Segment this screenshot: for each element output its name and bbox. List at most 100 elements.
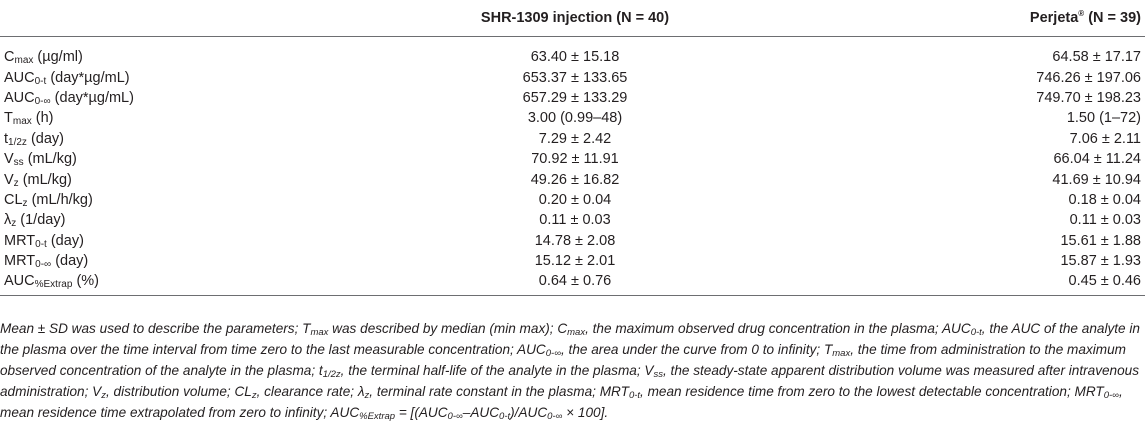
header-perjeta: Perjeta® (N = 39) bbox=[820, 0, 1145, 37]
table-row: AUC%Extrap (%) 0.64 ± 0.76 0.45 ± 0.46 bbox=[0, 271, 1145, 296]
table-row: MRT0-∞ (day) 15.12 ± 2.01 15.87 ± 1.93 bbox=[0, 251, 1145, 271]
perjeta-value-cell: 41.69 ± 10.94 bbox=[1052, 171, 1141, 188]
footnote-subscript: %Extrap bbox=[359, 411, 396, 422]
parameter-symbol: T bbox=[4, 110, 13, 127]
footnote-text: , distribution volume; CL bbox=[106, 384, 252, 399]
footnote-subscript: z bbox=[364, 390, 370, 401]
header-parameter bbox=[0, 0, 330, 37]
parameter-unit: (1/day) bbox=[16, 212, 66, 229]
header-row: SHR-1309 injection (N = 40) Perjeta® (N … bbox=[0, 0, 1145, 37]
parameter-symbol: AUC bbox=[4, 89, 35, 106]
parameter-subscript: z bbox=[11, 218, 17, 230]
perjeta-value-cell: 7.06 ± 2.11 bbox=[1069, 130, 1141, 147]
footnote-subscript: z bbox=[101, 390, 106, 401]
pk-parameters-table-container: SHR-1309 injection (N = 40) Perjeta® (N … bbox=[0, 0, 1145, 296]
parameter-unit: (%) bbox=[72, 273, 100, 290]
parameter-unit: (day) bbox=[26, 130, 65, 147]
parameter-cell: MRT0-t (day) bbox=[0, 231, 330, 251]
parameter-cell: λz (1/day) bbox=[0, 210, 330, 230]
footnote-subscript: z bbox=[251, 390, 257, 401]
footnote-text: , clearance rate; λ bbox=[256, 384, 365, 399]
parameter-symbol: AUC bbox=[4, 69, 35, 86]
perjeta-value-cell: 1.50 (1–72) bbox=[1066, 110, 1141, 127]
shr1309-value-cell: 63.40 ± 15.18 bbox=[530, 49, 620, 66]
parameter-symbol: λ bbox=[4, 212, 12, 229]
footnote-text: , the AUC of the analyte in the plasma o… bbox=[0, 321, 1140, 357]
shr1309-value-cell: 7.29 ± 2.42 bbox=[538, 130, 612, 147]
parameter-unit: (day) bbox=[51, 253, 89, 270]
footnote-text: , the time from administration to the ma… bbox=[0, 342, 1126, 378]
table-row: CLz (mL/h/kg) 0.20 ± 0.04 0.18 ± 0.04 bbox=[0, 190, 1145, 210]
table-body: Cmax (µg/ml) 63.40 ± 15.18 64.58 ± 17.17 AU… bbox=[0, 37, 1145, 296]
parameter-cell: Vz (mL/kg) bbox=[0, 169, 330, 189]
shr1309-value-cell: 49.26 ± 16.82 bbox=[530, 171, 620, 188]
table-row: Tmax (h) 3.00 (0.99–48) 1.50 (1–72) bbox=[0, 108, 1145, 128]
parameter-cell: Tmax (h) bbox=[0, 108, 330, 128]
table-footnote: Mean ± SD was used to describe the param… bbox=[0, 318, 1140, 423]
perjeta-value-cell: 749.70 ± 198.23 bbox=[1036, 89, 1141, 106]
table-row: AUC0-t (day*µg/mL) 653.37 ± 133.65 746.26 … bbox=[0, 67, 1145, 87]
footnote-text: , the steady-state apparent distribution… bbox=[0, 363, 1140, 399]
table-row: Cmax (µg/ml) 63.40 ± 15.18 64.58 ± 17.17 bbox=[0, 37, 1145, 68]
shr1309-value-cell: 653.37 ± 133.65 bbox=[522, 69, 628, 86]
footnote-text: was described by median (min max); C bbox=[328, 321, 568, 336]
parameter-subscript: 1/2z bbox=[8, 136, 27, 148]
parameter-cell: t1/2z (day) bbox=[0, 129, 330, 149]
footnote-subscript: 0-∞ bbox=[547, 411, 563, 422]
perjeta-value-cell: 15.61 ± 1.88 bbox=[1060, 232, 1141, 249]
shr1309-value-cell: 14.78 ± 2.08 bbox=[534, 232, 616, 249]
parameter-subscript: ss bbox=[13, 157, 24, 169]
parameter-subscript: z bbox=[22, 197, 28, 209]
parameter-symbol: V bbox=[4, 171, 14, 188]
parameter-symbol: MRT bbox=[4, 253, 36, 270]
table-row: λz (1/day) 0.11 ± 0.03 0.11 ± 0.03 bbox=[0, 210, 1145, 230]
parameter-symbol: C bbox=[4, 49, 15, 66]
perjeta-value-cell: 64.58 ± 17.17 bbox=[1052, 49, 1141, 66]
table-row: AUC0-∞ (day*µg/mL) 657.29 ± 133.29 749.70 … bbox=[0, 88, 1145, 108]
parameter-unit: (h) bbox=[31, 110, 54, 127]
parameter-subscript: max bbox=[12, 116, 32, 128]
footnote-text: , the area under the curve from 0 to inf… bbox=[561, 342, 833, 357]
table-row: t1/2z (day) 7.29 ± 2.42 7.06 ± 2.11 bbox=[0, 129, 1145, 149]
footnote-text: , the terminal half-life of the analyte … bbox=[340, 363, 654, 378]
footnote-subscript: 0-t bbox=[499, 411, 511, 422]
footnote-text: –AUC bbox=[462, 405, 500, 420]
footnote-text: × 100]. bbox=[562, 405, 609, 420]
parameter-cell: MRT0-∞ (day) bbox=[0, 251, 330, 271]
table-header: SHR-1309 injection (N = 40) Perjeta® (N … bbox=[0, 0, 1145, 37]
shr1309-value-cell: 0.64 ± 0.76 bbox=[330, 271, 820, 296]
shr1309-value-cell: 3.00 (0.99–48) bbox=[527, 110, 623, 127]
parameter-cell: CLz (mL/h/kg) bbox=[0, 190, 330, 210]
perjeta-value-cell: 0.11 ± 0.03 bbox=[1069, 212, 1141, 229]
parameter-cell: AUC%Extrap (%) bbox=[0, 271, 330, 296]
footnote-subscript: max bbox=[832, 348, 851, 359]
footnote-text: = [(AUC bbox=[395, 405, 448, 420]
perjeta-value-cell: 746.26 ± 197.06 bbox=[1036, 69, 1141, 86]
shr1309-value-cell: 15.12 ± 2.01 bbox=[534, 253, 616, 270]
parameter-cell: AUC0-∞ (day*µg/mL) bbox=[0, 88, 330, 108]
shr1309-value-cell: 0.11 ± 0.03 bbox=[539, 212, 611, 229]
parameter-subscript: 0-t bbox=[35, 238, 47, 250]
header-perjeta-name: Perjeta bbox=[1029, 10, 1079, 26]
parameter-subscript: %Extrap bbox=[34, 279, 73, 291]
perjeta-value-cell: 15.87 ± 1.93 bbox=[1060, 253, 1141, 270]
parameter-symbol: MRT bbox=[4, 232, 36, 249]
footnote-subscript: 0-t bbox=[628, 390, 641, 401]
footnote-subscript: 0-∞ bbox=[1103, 390, 1119, 401]
footnote-text: , mean residence time extrapolated from … bbox=[0, 384, 1123, 420]
table-row: MRT0-t (day) 14.78 ± 2.08 15.61 ± 1.88 bbox=[0, 231, 1145, 251]
footnote-subscript: 1/2z bbox=[322, 369, 341, 380]
parameter-unit: (mL/kg) bbox=[23, 151, 77, 168]
parameter-subscript: 0-t bbox=[34, 75, 47, 87]
parameter-unit: (day*µg/mL) bbox=[46, 69, 130, 86]
shr1309-value-cell: 70.92 ± 11.91 bbox=[531, 151, 619, 168]
parameter-symbol: AUC bbox=[4, 273, 35, 290]
footnote-text: , mean residence time from zero to the l… bbox=[640, 384, 1104, 399]
parameter-subscript: z bbox=[13, 177, 19, 189]
table-row: Vss (mL/kg) 70.92 ± 11.91 66.04 ± 11.24 bbox=[0, 149, 1145, 169]
footnote-text: , the maximum observed drug concentratio… bbox=[585, 321, 971, 336]
parameter-subscript: max bbox=[14, 55, 34, 67]
registered-mark: ® bbox=[1078, 9, 1085, 18]
parameter-cell: Vss (mL/kg) bbox=[0, 149, 330, 169]
perjeta-value-cell: 66.04 ± 11.24 bbox=[1053, 151, 1141, 168]
